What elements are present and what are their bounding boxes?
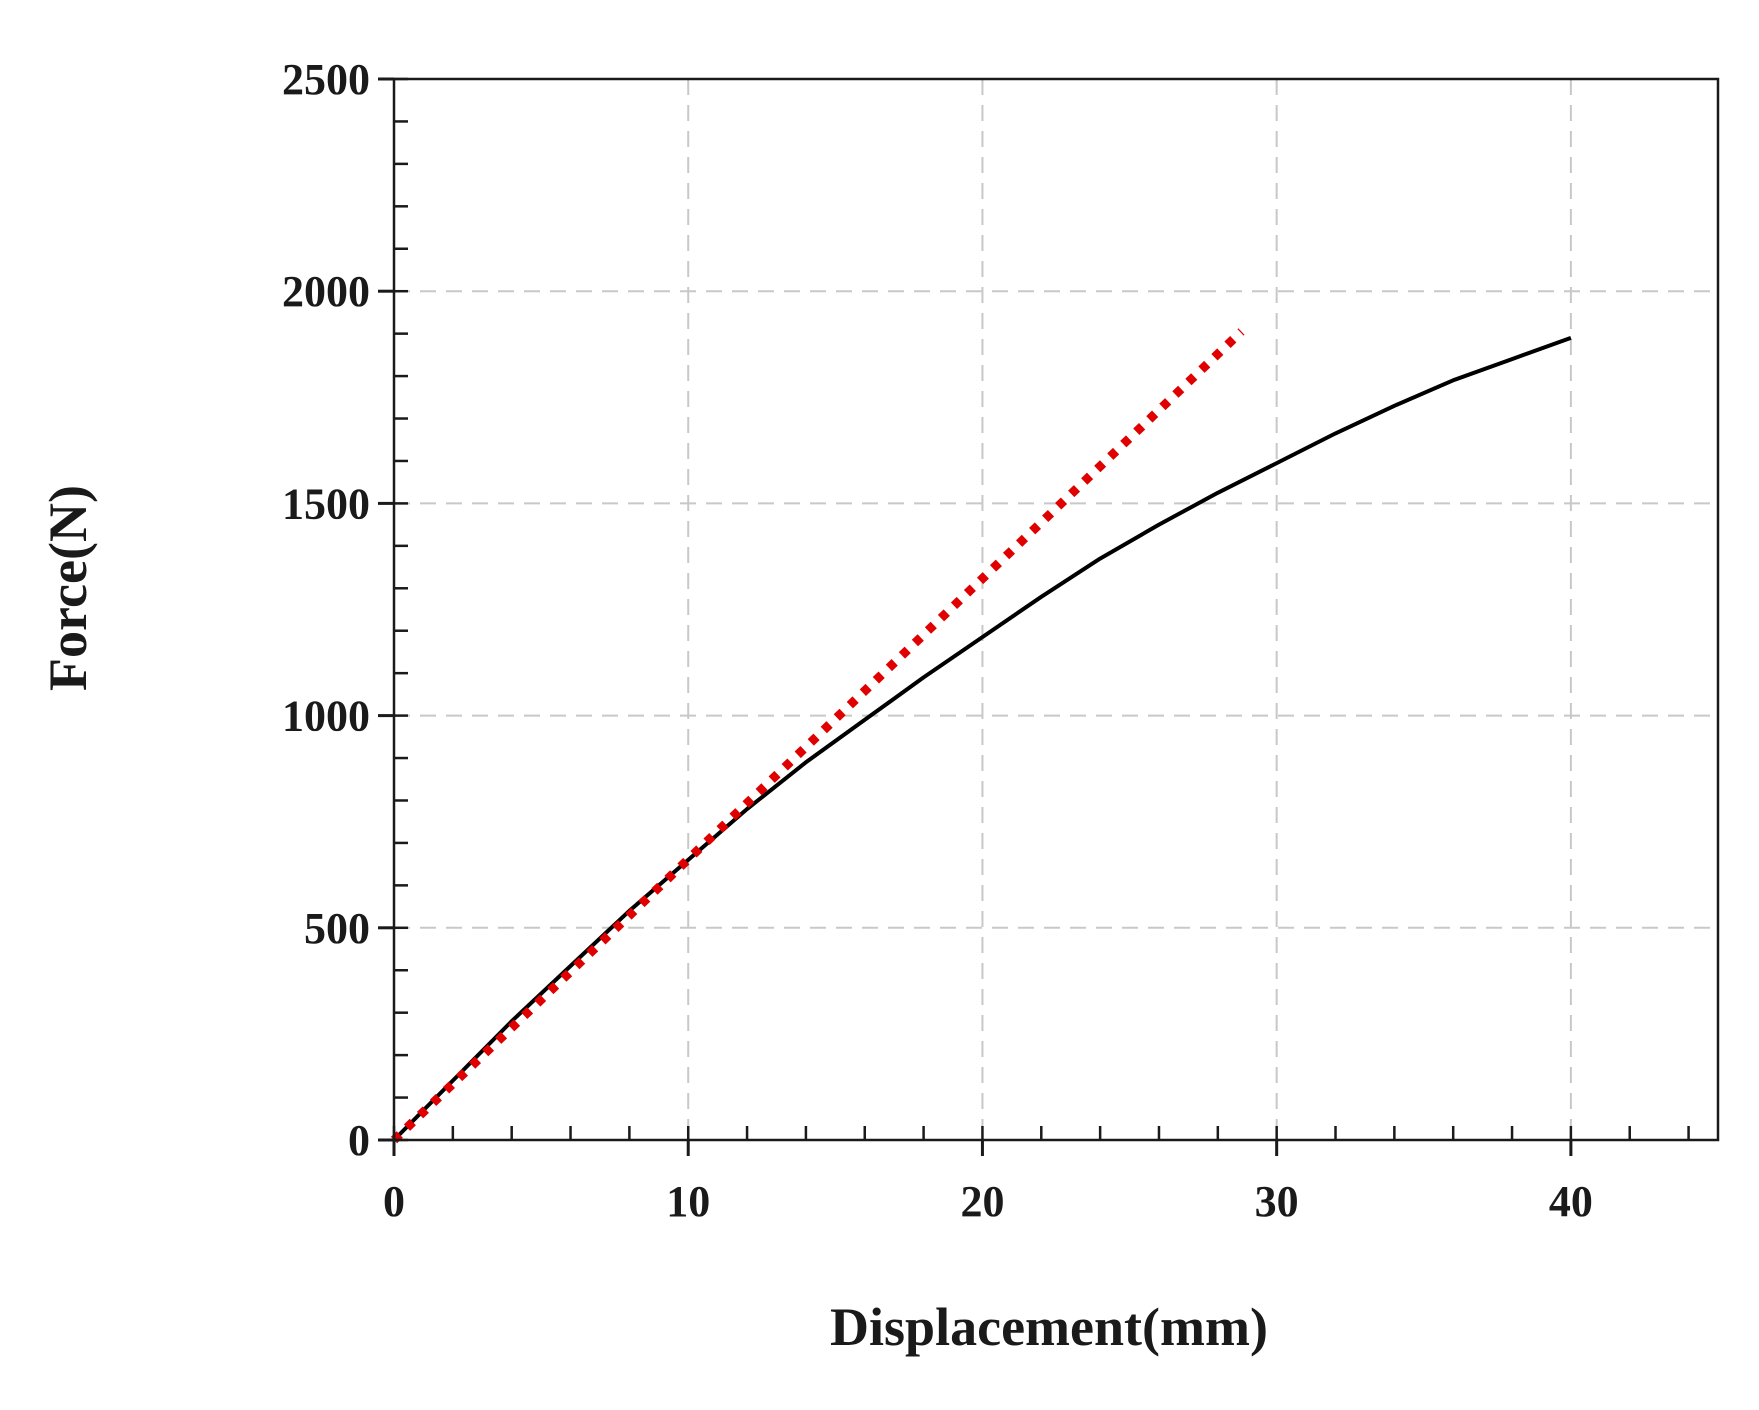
x-tick-label: 30 — [1255, 1177, 1299, 1226]
plot-frame — [392, 77, 1720, 1142]
y-tick-label: 2500 — [282, 55, 370, 104]
series-group — [390, 328, 1572, 1144]
grid — [394, 79, 1718, 1140]
plot-border — [392, 77, 1720, 1142]
y-axis-label: Force(N) — [38, 485, 98, 691]
tick-labels: 0 10 20 30 40 0 500 1000 1500 2000 2500 — [282, 55, 1593, 1226]
y-tick-label: 0 — [348, 1116, 370, 1165]
series-line-dotted-fit — [390, 328, 1245, 1144]
x-axis-label: Displacement(mm) — [830, 1297, 1268, 1357]
x-tick-label: 10 — [666, 1177, 710, 1226]
y-tick-label: 1500 — [282, 479, 370, 528]
y-tick-label: 500 — [304, 904, 370, 953]
x-tick-label: 0 — [383, 1177, 405, 1226]
x-tick-label: 20 — [960, 1177, 1004, 1226]
y-tick-label: 1000 — [282, 692, 370, 741]
ticks — [378, 77, 1690, 1156]
y-tick-label: 2000 — [282, 267, 370, 316]
x-tick-label: 40 — [1549, 1177, 1593, 1226]
